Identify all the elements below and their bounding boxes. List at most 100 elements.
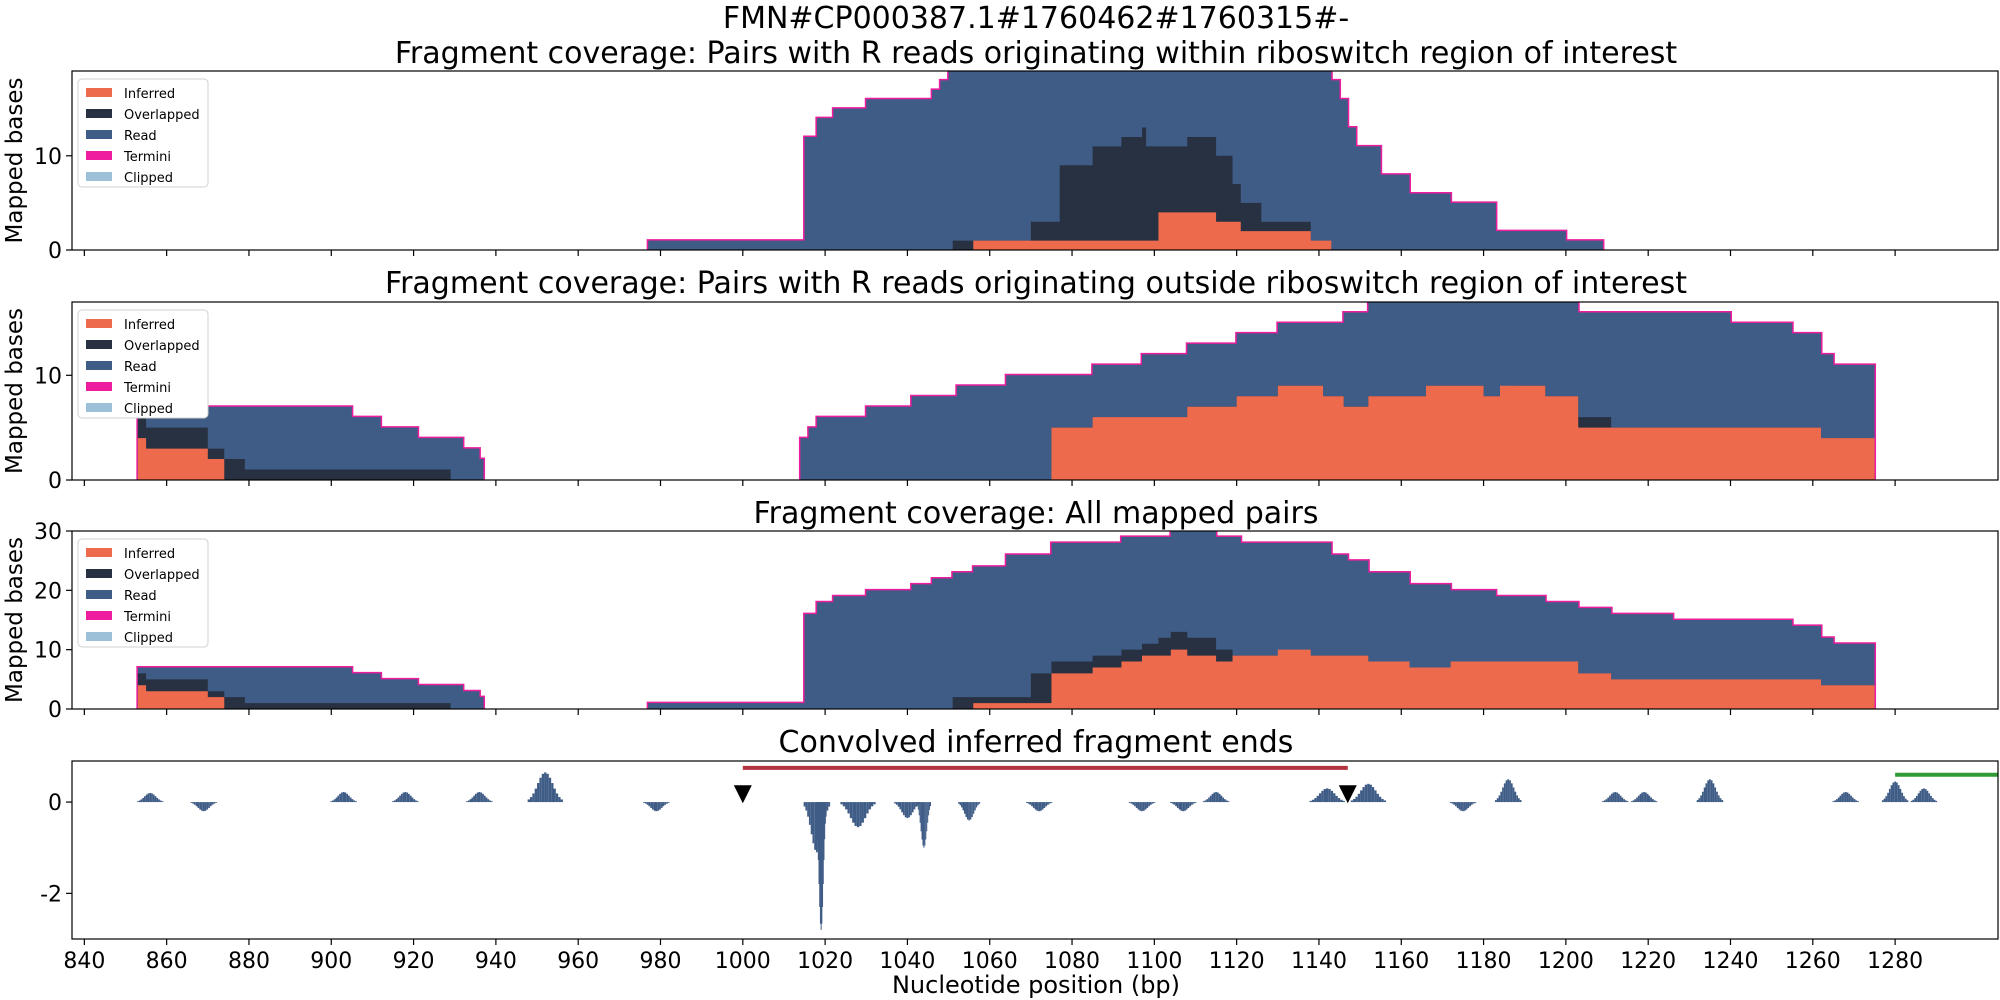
peak-bar bbox=[1653, 800, 1656, 803]
peak-bar bbox=[1888, 788, 1891, 803]
peak-bar bbox=[929, 802, 931, 810]
legend-label-read: Read bbox=[124, 589, 157, 604]
x-tick-label: 1080 bbox=[1044, 949, 1100, 974]
peak-bar bbox=[1906, 800, 1909, 803]
peak-bar bbox=[923, 802, 925, 848]
peak-bar bbox=[1700, 795, 1702, 803]
peak-bar bbox=[490, 801, 493, 803]
axes-frame bbox=[71, 70, 1999, 251]
peak-bar bbox=[1602, 801, 1604, 803]
peak-bar bbox=[1495, 800, 1497, 803]
legend-swatch-overlapped bbox=[86, 569, 112, 578]
peak-bar bbox=[544, 772, 547, 803]
peak-bar bbox=[859, 802, 862, 826]
peak-bar bbox=[1472, 802, 1475, 804]
peak-bar bbox=[1894, 781, 1896, 803]
peak-bar bbox=[910, 802, 912, 816]
y-tick-label: 10 bbox=[34, 145, 62, 170]
peak-bar bbox=[1626, 801, 1629, 803]
peak-bar bbox=[646, 802, 649, 805]
x-tick-label: 1200 bbox=[1538, 949, 1594, 974]
peak-bar bbox=[828, 802, 831, 807]
y-tick-label: 20 bbox=[34, 579, 62, 604]
peak-bar bbox=[1222, 797, 1225, 803]
peak-bar bbox=[335, 797, 338, 803]
peak-bar bbox=[1189, 802, 1192, 807]
peak-bar bbox=[553, 788, 556, 803]
peak-bar bbox=[1841, 793, 1844, 803]
peak-bar bbox=[847, 802, 850, 814]
peak-bar bbox=[965, 802, 967, 818]
peak-bar bbox=[854, 802, 857, 826]
peak-bar bbox=[1855, 800, 1858, 803]
peak-bar bbox=[340, 792, 343, 803]
peak-bar bbox=[1463, 802, 1466, 811]
peak-bar bbox=[478, 792, 481, 803]
position-marker bbox=[1338, 785, 1357, 804]
peak-bar bbox=[659, 802, 661, 810]
peak-bar bbox=[1032, 802, 1035, 808]
legend-swatch-inferred bbox=[86, 319, 112, 328]
peak-bar bbox=[1039, 802, 1042, 811]
peak-bar bbox=[1340, 799, 1343, 803]
peak-bar bbox=[413, 799, 416, 803]
x-tick-label: 1260 bbox=[1785, 949, 1841, 974]
y-tick-label: 0 bbox=[48, 239, 62, 264]
peak-bar bbox=[1326, 788, 1329, 803]
peak-bar bbox=[1465, 802, 1468, 810]
peak-bar bbox=[406, 792, 408, 803]
peak-bar bbox=[145, 794, 148, 803]
peak-bar bbox=[1211, 793, 1214, 803]
peak-bar bbox=[1209, 795, 1212, 803]
peak-bar bbox=[1510, 783, 1513, 803]
peak-bar bbox=[400, 793, 403, 803]
peak-bar bbox=[826, 802, 829, 811]
peak-bar bbox=[825, 802, 827, 814]
legend-label-overlapped: Overlapped bbox=[124, 339, 200, 354]
peak-bar bbox=[897, 802, 900, 807]
peak-bar bbox=[1335, 795, 1338, 803]
x-tick-label: 1000 bbox=[715, 949, 771, 974]
peak-bar bbox=[1612, 792, 1615, 803]
inferred-area bbox=[973, 212, 1332, 250]
peak-bar bbox=[1624, 800, 1627, 803]
peak-bar bbox=[1137, 802, 1140, 810]
x-tick-label: 960 bbox=[557, 949, 599, 974]
peak-bar bbox=[906, 802, 909, 819]
peak-bar bbox=[929, 802, 931, 807]
peak-bar bbox=[666, 802, 668, 804]
peak-bar bbox=[1178, 802, 1181, 810]
peak-bar bbox=[1630, 801, 1633, 803]
peak-bar bbox=[1703, 787, 1706, 803]
panel-title: Convolved inferred fragment ends bbox=[779, 725, 1294, 760]
peak-bar bbox=[1470, 802, 1473, 805]
peak-bar bbox=[208, 802, 210, 808]
peak-bar bbox=[1149, 802, 1152, 805]
panel-title: Fragment coverage: Pairs with R reads or… bbox=[395, 36, 1678, 71]
peak-bar bbox=[1309, 800, 1312, 803]
peak-bar bbox=[1185, 802, 1188, 810]
peak-bar bbox=[1652, 799, 1654, 803]
overlapped-area bbox=[952, 127, 1311, 250]
peak-bar bbox=[1374, 790, 1377, 803]
peak-bar bbox=[1128, 802, 1131, 803]
peak-bar bbox=[969, 802, 972, 820]
axes-frame bbox=[71, 530, 1999, 710]
peak-bar bbox=[393, 800, 396, 803]
peak-bar bbox=[1194, 802, 1197, 803]
peak-bar bbox=[485, 797, 488, 803]
peak-bar bbox=[154, 796, 157, 803]
peak-bar bbox=[1637, 795, 1640, 803]
peak-bar bbox=[1184, 802, 1186, 811]
peak-bar bbox=[824, 802, 826, 840]
peak-bar bbox=[1636, 797, 1638, 803]
peak-bar bbox=[903, 802, 905, 816]
peak-bar bbox=[962, 802, 965, 811]
peak-bar bbox=[1025, 802, 1028, 803]
legend-label-termini: Termini bbox=[123, 610, 171, 625]
peak-bar bbox=[152, 794, 155, 803]
peak-bar bbox=[466, 801, 468, 803]
peak-bar bbox=[1227, 801, 1230, 803]
peak-bar bbox=[1187, 802, 1190, 808]
peak-bar bbox=[483, 795, 486, 803]
